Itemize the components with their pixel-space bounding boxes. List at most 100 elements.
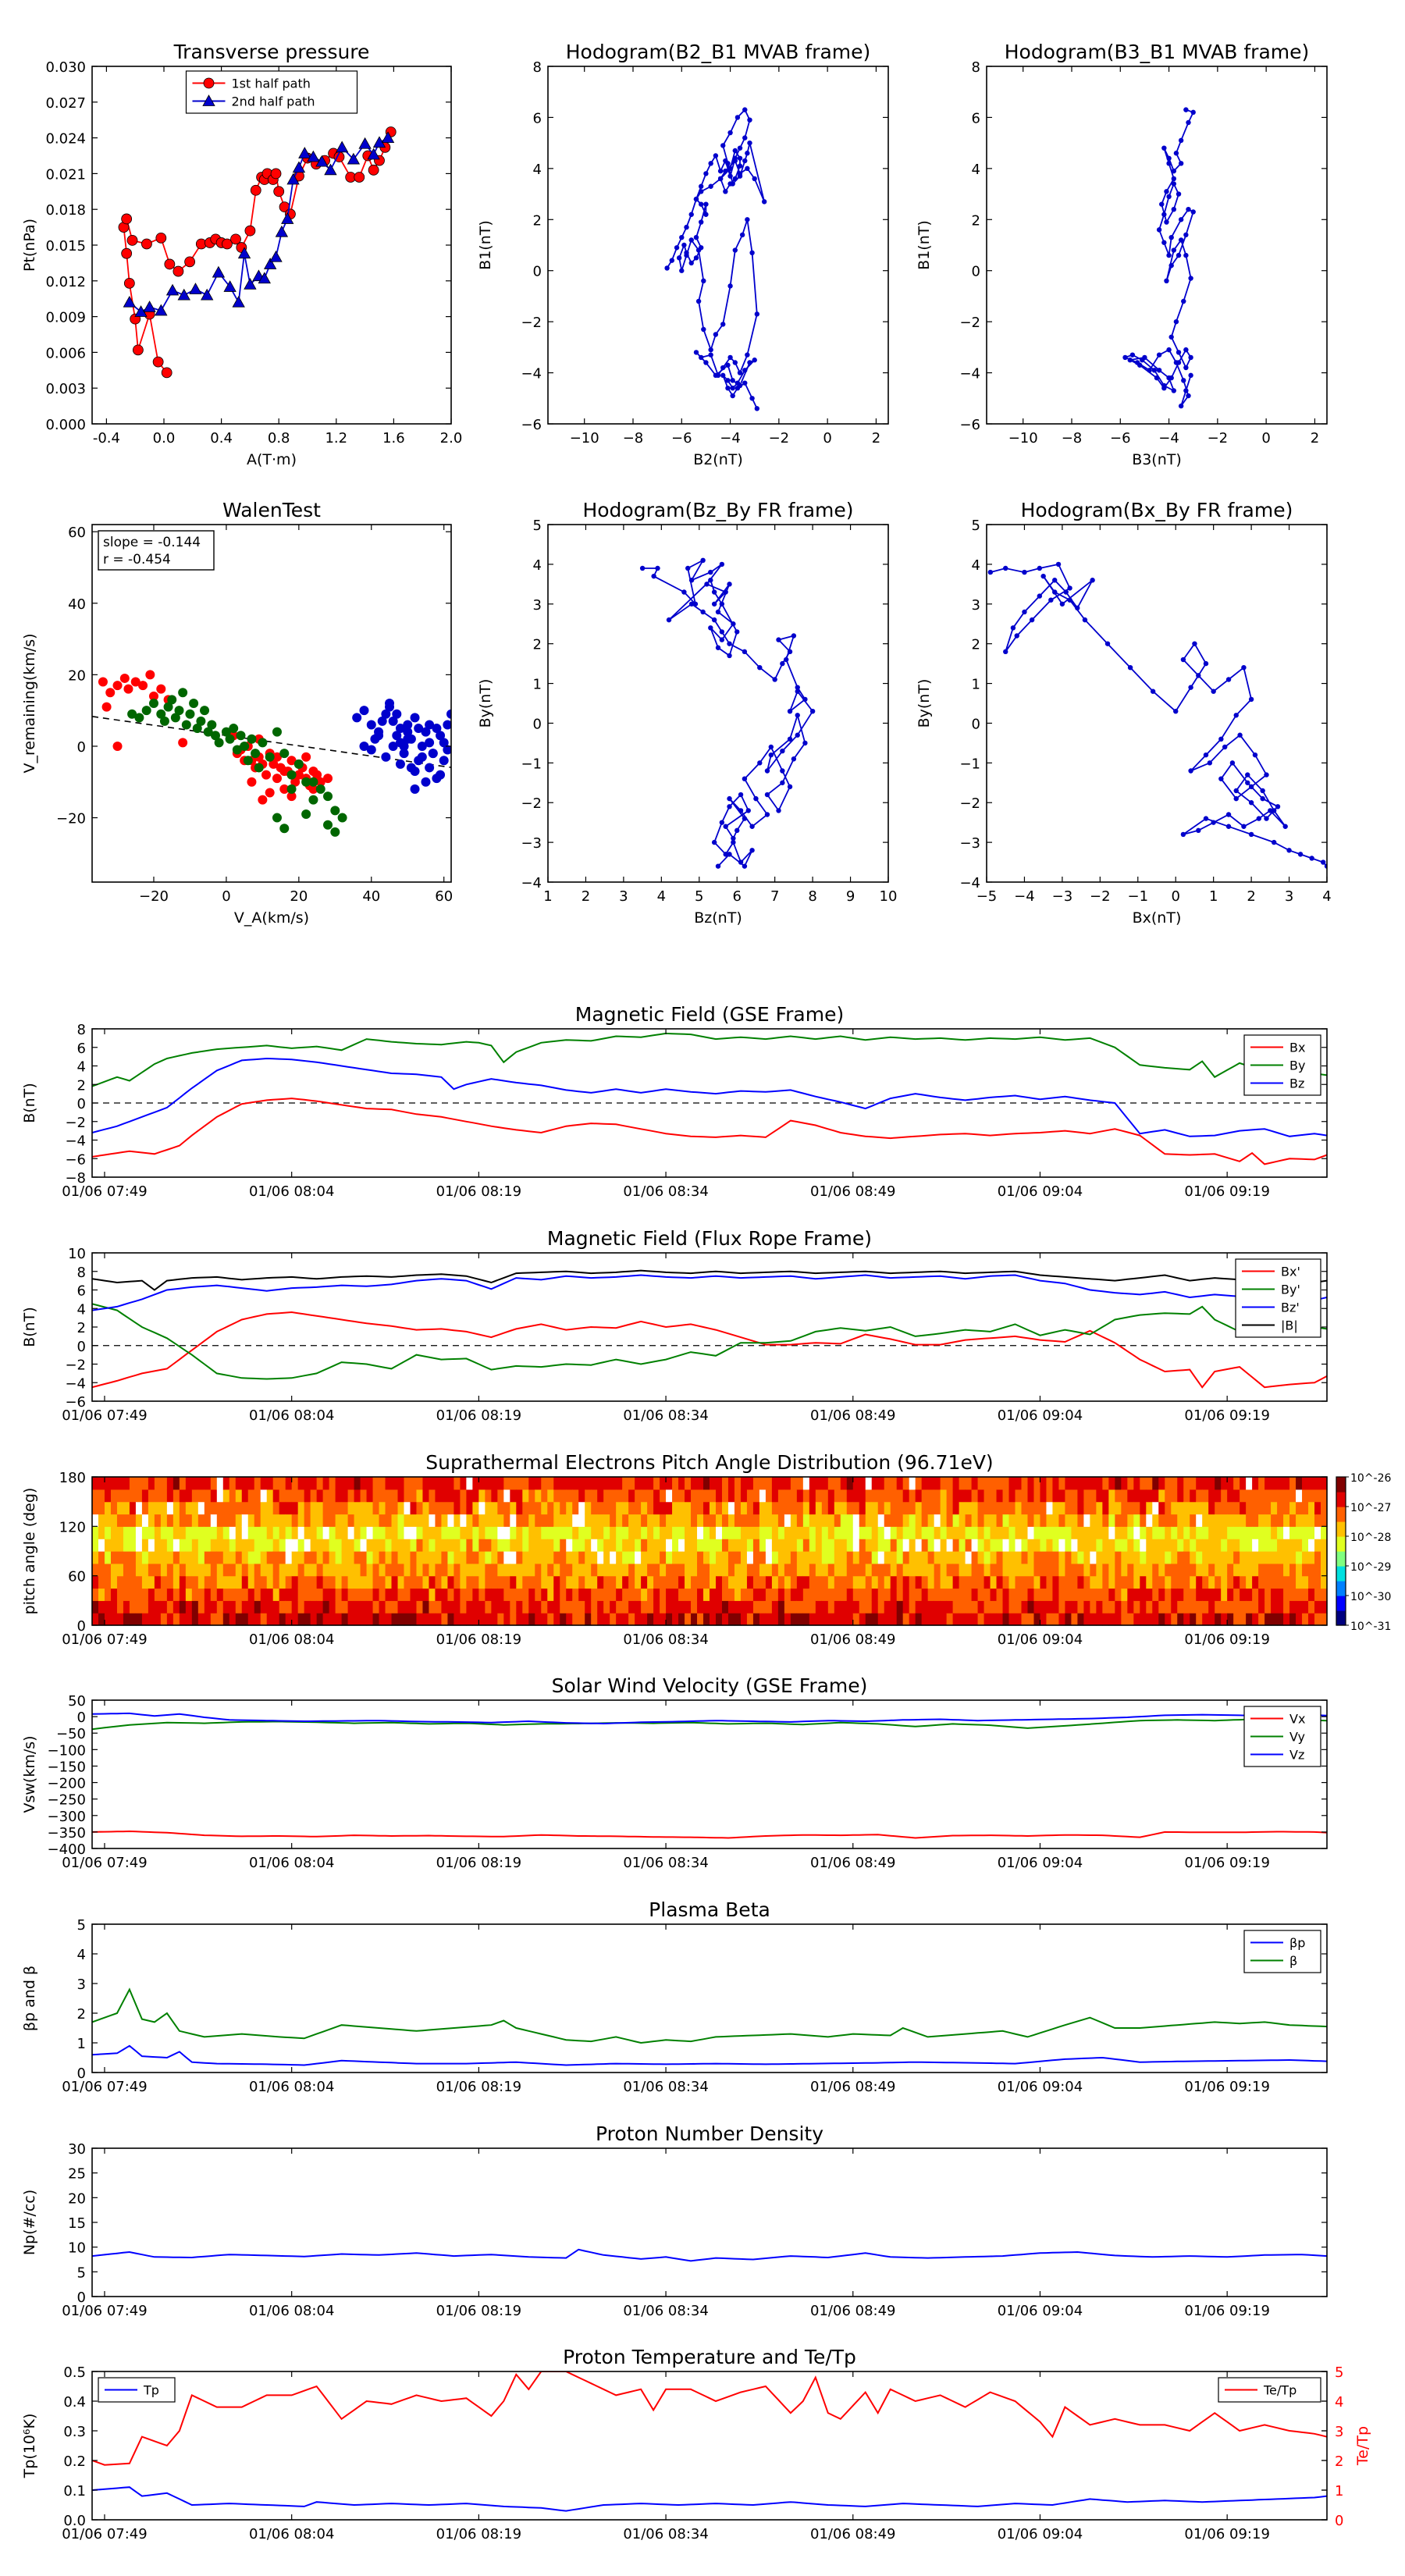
series-line — [92, 1830, 1327, 1839]
heatmap-cell — [1133, 1551, 1140, 1564]
heatmap-cell — [946, 1575, 954, 1589]
data-point — [330, 806, 340, 816]
heatmap-cell — [610, 1575, 617, 1589]
heatmap-cell — [1071, 1539, 1078, 1552]
heatmap-cell — [1215, 1514, 1222, 1527]
data-point — [708, 569, 713, 575]
heatmap-cell — [1171, 1477, 1178, 1490]
heatmap-cell — [977, 1477, 985, 1490]
heatmap-cell — [1108, 1514, 1115, 1527]
heatmap-cell — [266, 1588, 274, 1601]
heatmap-cell — [447, 1501, 455, 1515]
heatmap-cell — [241, 1575, 249, 1589]
data-point — [181, 720, 191, 730]
heatmap-cell — [553, 1477, 560, 1490]
heatmap-cell — [1233, 1613, 1240, 1626]
heatmap-cell — [141, 1551, 149, 1564]
heatmap-cell — [827, 1613, 835, 1626]
heatmap-cell — [160, 1551, 168, 1564]
heatmap-cell — [915, 1575, 923, 1589]
data-point — [410, 784, 420, 794]
heatmap-cell — [385, 1563, 393, 1577]
heatmap-cell — [266, 1501, 274, 1515]
heatmap-cell — [123, 1600, 130, 1614]
x-tick-label: 4 — [1322, 888, 1331, 905]
heatmap-cell — [1314, 1514, 1321, 1527]
heatmap-cell — [1133, 1563, 1140, 1577]
heatmap-cell — [666, 1514, 673, 1527]
data-point — [439, 738, 449, 748]
data-point — [1241, 824, 1247, 829]
x-tick-label: 1 — [543, 888, 552, 905]
heatmap-cell — [727, 1477, 735, 1490]
heatmap-cell — [921, 1600, 929, 1614]
heatmap-cell — [1321, 1539, 1328, 1552]
heatmap-cell — [460, 1539, 467, 1552]
heatmap-cell — [173, 1514, 180, 1527]
heatmap-cell — [166, 1613, 174, 1626]
heatmap-cell — [1071, 1588, 1078, 1601]
heatmap-cell — [921, 1551, 929, 1564]
heatmap-cell — [884, 1489, 891, 1503]
x-tick-label: −8 — [1062, 430, 1083, 447]
heatmap-cell — [372, 1588, 380, 1601]
x-tick-label: 3 — [1285, 888, 1293, 905]
heatmap-cell — [422, 1526, 430, 1539]
heatmap-cell — [1183, 1489, 1190, 1503]
data-point — [1286, 848, 1292, 853]
colorbar-segment — [1336, 1526, 1346, 1530]
heatmap-cell — [902, 1514, 910, 1527]
heatmap-cell — [809, 1613, 816, 1626]
heatmap-cell — [535, 1600, 542, 1614]
data-point — [275, 225, 289, 237]
heatmap-cell — [578, 1575, 585, 1589]
heatmap-cell — [1221, 1600, 1228, 1614]
heatmap-cell — [746, 1514, 754, 1527]
heatmap-cell — [179, 1613, 187, 1626]
heatmap-cell — [129, 1539, 137, 1552]
heatmap-cell — [1264, 1539, 1272, 1552]
heatmap-cell — [1183, 1539, 1190, 1552]
data-point — [189, 283, 202, 294]
heatmap-cell — [1271, 1526, 1278, 1539]
heatmap-cell — [1052, 1613, 1060, 1626]
heatmap-cell — [710, 1575, 717, 1589]
data-point — [764, 768, 770, 774]
data-point — [174, 706, 184, 716]
heatmap-cell — [1146, 1588, 1153, 1601]
data-point — [1029, 617, 1035, 623]
data-point — [1171, 207, 1177, 212]
heatmap-cell — [715, 1489, 723, 1503]
heatmap-cell — [1221, 1613, 1228, 1626]
heatmap-cell — [616, 1501, 623, 1515]
heatmap-cell — [1258, 1588, 1265, 1601]
heatmap-cell — [241, 1477, 249, 1490]
heatmap-cell — [173, 1575, 180, 1589]
heatmap-cell — [197, 1501, 205, 1515]
legend-label: Te/Tp — [1263, 2383, 1297, 2398]
heatmap-cell — [641, 1575, 648, 1589]
heatmap-cell — [260, 1551, 268, 1564]
heatmap-cell — [990, 1539, 998, 1552]
data-point — [1245, 780, 1250, 785]
heatmap-cell — [1108, 1588, 1115, 1601]
heatmap-cell — [715, 1539, 723, 1552]
y-axis-label: Np(#/cc) — [21, 2190, 38, 2255]
heatmap-cell — [510, 1575, 517, 1589]
data-point — [772, 677, 777, 682]
heatmap-cell — [1052, 1588, 1060, 1601]
heatmap-cell — [691, 1551, 698, 1564]
heatmap-cell — [802, 1613, 810, 1626]
heatmap-cell — [965, 1514, 973, 1527]
heatmap-cell — [572, 1501, 579, 1515]
data-point — [201, 288, 214, 301]
heatmap-cell — [1146, 1526, 1153, 1539]
heatmap-cell — [1077, 1563, 1084, 1577]
heatmap-cell — [915, 1588, 923, 1601]
heatmap-cell — [734, 1600, 742, 1614]
heatmap-cell — [1102, 1551, 1109, 1564]
heatmap-cell — [1108, 1613, 1115, 1626]
heatmap-cell — [366, 1489, 374, 1503]
heatmap-cell — [1296, 1514, 1303, 1527]
axes-frame — [91, 524, 452, 883]
